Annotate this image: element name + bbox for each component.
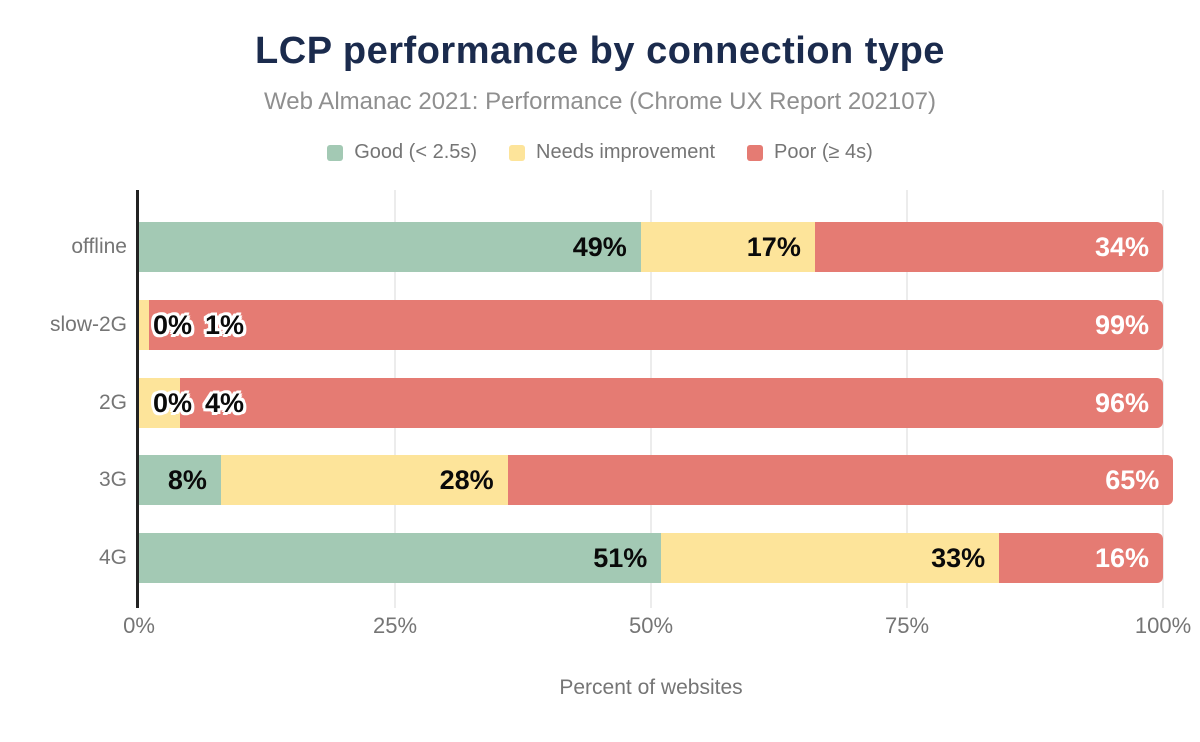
bar-overflow-labels: 0% 4% (153, 378, 244, 428)
legend-swatch-good (327, 144, 344, 161)
bar-value-label-good: 51% (593, 543, 648, 573)
bar-segment-needs-improvement[interactable] (139, 300, 150, 350)
legend-item-good[interactable]: Good (< 2.5s) (327, 141, 477, 164)
bar-segment-poor[interactable] (507, 455, 1174, 505)
plot-area: offline 49% 17% 34% slow-2G 99% 0% 1% 2G 96% 0% 4% 3… (50, 190, 1174, 608)
x-axis-title: Percent of websites (559, 676, 743, 699)
bar-row-3g: 8% 28% 65% (139, 455, 1174, 505)
chart-subtitle: Web Almanac 2021: Performance (Chrome UX… (264, 88, 936, 115)
bar-value-label-needs-improvement: 1% (205, 309, 245, 340)
legend-swatch-poor (747, 144, 764, 161)
bar-value-label-needs-improvement: 17% (746, 232, 801, 262)
bar-segment-good[interactable] (139, 222, 641, 272)
bar-segment-poor[interactable] (814, 222, 1163, 272)
bar-value-label-poor: 16% (1094, 543, 1149, 573)
y-axis-line (136, 190, 139, 608)
bar-segment-needs-improvement[interactable] (139, 378, 180, 428)
bar-row-4g: 51% 33% 16% (139, 533, 1163, 583)
x-axis-ticks: 0% 25% 50% 75% 100% (123, 613, 1191, 641)
y-axis-label-2g: 2G (98, 391, 127, 414)
bar-value-label-poor: 34% (1094, 232, 1149, 262)
legend-swatch-needs-improvement (509, 144, 526, 161)
y-axis-label-offline: offline (71, 235, 127, 258)
bar-overflow-labels: 0% 1% (153, 300, 244, 350)
bar-segment-good[interactable] (139, 533, 662, 583)
x-axis-tick-25: 25% (372, 613, 418, 638)
bar-segment-needs-improvement[interactable] (661, 533, 1000, 583)
bar-value-label-poor: 96% (1094, 388, 1149, 418)
legend-label-good: Good (< 2.5s) (354, 141, 478, 163)
bar-row-2g: 96% 0% 4% (139, 378, 1163, 428)
bar-row-offline: 49% 17% 34% (139, 222, 1163, 272)
bar-row-slow-2g: 99% 0% 1% (139, 300, 1163, 350)
x-axis-tick-100: 100% (1134, 613, 1192, 638)
bar-value-label-good: 49% (572, 232, 627, 262)
x-axis-tick-75: 75% (884, 613, 930, 638)
bar-segment-needs-improvement[interactable] (220, 455, 508, 505)
bar-segment-needs-improvement[interactable] (640, 222, 815, 272)
bar-value-label-needs-improvement: 4% (205, 387, 245, 418)
bar-value-label-poor: 65% (1105, 465, 1160, 495)
bar-segment-poor[interactable] (179, 378, 1163, 428)
legend-item-poor[interactable]: Poor (≥ 4s) (747, 141, 873, 164)
bar-segment-poor[interactable] (149, 300, 1163, 350)
legend-label-needs-improvement: Needs improvement (536, 141, 716, 163)
gridline-100 (1162, 190, 1164, 608)
bar-value-label-needs-improvement: 28% (439, 465, 494, 495)
bar-value-label-poor: 99% (1094, 310, 1149, 340)
bar-segment-good[interactable] (139, 455, 221, 505)
x-axis-tick-50: 50% (628, 613, 674, 638)
bar-value-label-good: 0% (153, 309, 193, 340)
legend: Good (< 2.5s) Needs improvement Poor (≥ 4s… (0, 141, 1200, 164)
x-axis-tick-0: 0% (123, 613, 155, 638)
bar-value-label-good: 8% (167, 465, 207, 495)
bar-value-label-good: 0% (153, 387, 193, 418)
bar-value-label-needs-improvement: 33% (931, 543, 986, 573)
y-axis-label-3g: 3G (98, 468, 127, 491)
y-axis-label-slow-2g: slow-2G (49, 313, 127, 336)
legend-item-needs-improvement[interactable]: Needs improvement (509, 141, 715, 164)
bar-segment-poor[interactable] (999, 533, 1163, 583)
y-axis-label-4g: 4G (98, 546, 127, 569)
chart-title: LCP performance by connection type (255, 30, 945, 72)
legend-label-poor: Poor (≥ 4s) (774, 141, 873, 163)
